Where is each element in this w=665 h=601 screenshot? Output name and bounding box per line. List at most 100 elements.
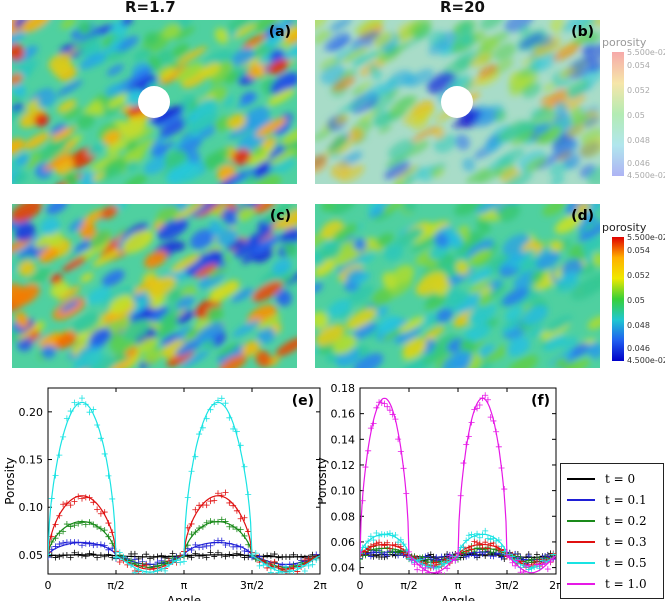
data-marker — [60, 539, 67, 546]
data-marker — [279, 571, 286, 574]
data-marker — [449, 556, 456, 563]
legend-entry: t = 0.1 — [567, 491, 647, 509]
data-marker — [60, 501, 67, 508]
porosity-blob — [459, 338, 476, 356]
data-marker — [416, 556, 423, 563]
porosity-blob — [209, 220, 223, 237]
porosity-blob — [106, 64, 124, 76]
data-marker — [512, 562, 519, 569]
data-marker — [188, 468, 195, 475]
data-marker — [484, 396, 491, 403]
data-marker — [71, 498, 78, 505]
cb-top-tick-3: 0.05 — [627, 111, 645, 120]
porosity-blob — [345, 268, 364, 283]
data-marker — [378, 541, 385, 548]
x-tick-label: 3π/2 — [495, 579, 519, 592]
y-axis-label: Porosity — [318, 457, 329, 505]
data-marker — [226, 499, 233, 506]
porosity-blob — [392, 178, 404, 184]
porosity-blob — [315, 324, 345, 346]
porosity-blob — [269, 156, 296, 176]
porosity-blob — [444, 291, 470, 309]
porosity-blob — [441, 351, 473, 368]
data-marker — [78, 495, 85, 502]
porosity-blob — [226, 20, 252, 31]
data-marker — [101, 450, 108, 457]
porosity-blob — [106, 137, 131, 154]
porosity-blob — [554, 100, 569, 117]
porosity-blob — [161, 312, 178, 328]
data-marker — [301, 557, 308, 564]
data-marker — [218, 552, 225, 559]
data-marker — [509, 559, 516, 566]
data-marker — [463, 548, 470, 555]
data-marker — [150, 554, 157, 561]
porosity-blob — [320, 64, 346, 85]
porosity-blob — [12, 81, 27, 99]
porosity-blob — [372, 31, 393, 48]
porosity-blob — [415, 272, 447, 296]
porosity-blob — [92, 55, 107, 66]
porosity-blob — [190, 229, 215, 250]
porosity-blob — [272, 258, 292, 275]
porosity-blob — [587, 342, 600, 359]
porosity-blob — [124, 126, 155, 146]
data-marker — [222, 400, 229, 407]
porosity-blob — [170, 253, 201, 273]
legend-label: t = 0.3 — [605, 535, 647, 549]
data-marker — [271, 565, 278, 572]
data-marker — [192, 541, 199, 548]
porosity-blob — [62, 106, 83, 121]
porosity-blob — [504, 20, 535, 33]
porosity-blob — [123, 319, 151, 341]
data-marker — [381, 400, 388, 407]
porosity-blob — [265, 33, 285, 48]
y-tick-label: 0.18 — [331, 382, 356, 395]
porosity-blob — [159, 117, 189, 137]
data-marker — [60, 552, 67, 559]
data-marker — [218, 395, 225, 402]
porosity-blob — [129, 277, 160, 296]
porosity-blob — [173, 204, 204, 221]
porosity-blob — [335, 114, 349, 125]
porosity-blob — [468, 302, 497, 325]
data-marker — [230, 502, 237, 509]
porosity-blob — [498, 148, 525, 166]
data-marker — [520, 569, 527, 574]
porosity-blob — [351, 81, 374, 96]
porosity-blob — [40, 217, 61, 236]
data-marker — [493, 537, 500, 544]
porosity-blob — [411, 233, 442, 253]
porosity-blob — [79, 171, 99, 184]
data-marker — [514, 557, 521, 564]
data-marker — [463, 441, 470, 448]
cb-top-tick-4: 0.048 — [627, 136, 650, 145]
data-marker — [67, 502, 74, 509]
data-marker — [378, 531, 385, 538]
porosity-blob — [358, 109, 381, 124]
data-marker — [218, 492, 225, 499]
data-marker — [441, 560, 448, 567]
data-marker — [362, 464, 369, 471]
porosity-blob — [15, 153, 30, 166]
porosity-blob — [88, 230, 112, 248]
legend-swatch — [567, 583, 595, 585]
data-marker — [203, 415, 210, 422]
data-marker — [101, 527, 108, 534]
data-marker — [271, 558, 278, 565]
panel-label-b: (b) — [571, 24, 594, 40]
data-marker — [158, 565, 165, 572]
porosity-blob — [529, 51, 558, 73]
porosity-blob — [12, 171, 28, 184]
data-marker — [286, 554, 293, 561]
porosity-blob — [499, 251, 529, 269]
data-marker — [199, 552, 206, 559]
data-marker — [143, 551, 150, 558]
data-marker — [479, 395, 486, 402]
data-marker — [222, 518, 229, 525]
porosity-blob — [144, 250, 168, 269]
porosity-blob — [224, 71, 240, 84]
data-marker — [230, 552, 237, 559]
porosity-blob — [552, 140, 579, 159]
data-marker — [479, 531, 486, 538]
